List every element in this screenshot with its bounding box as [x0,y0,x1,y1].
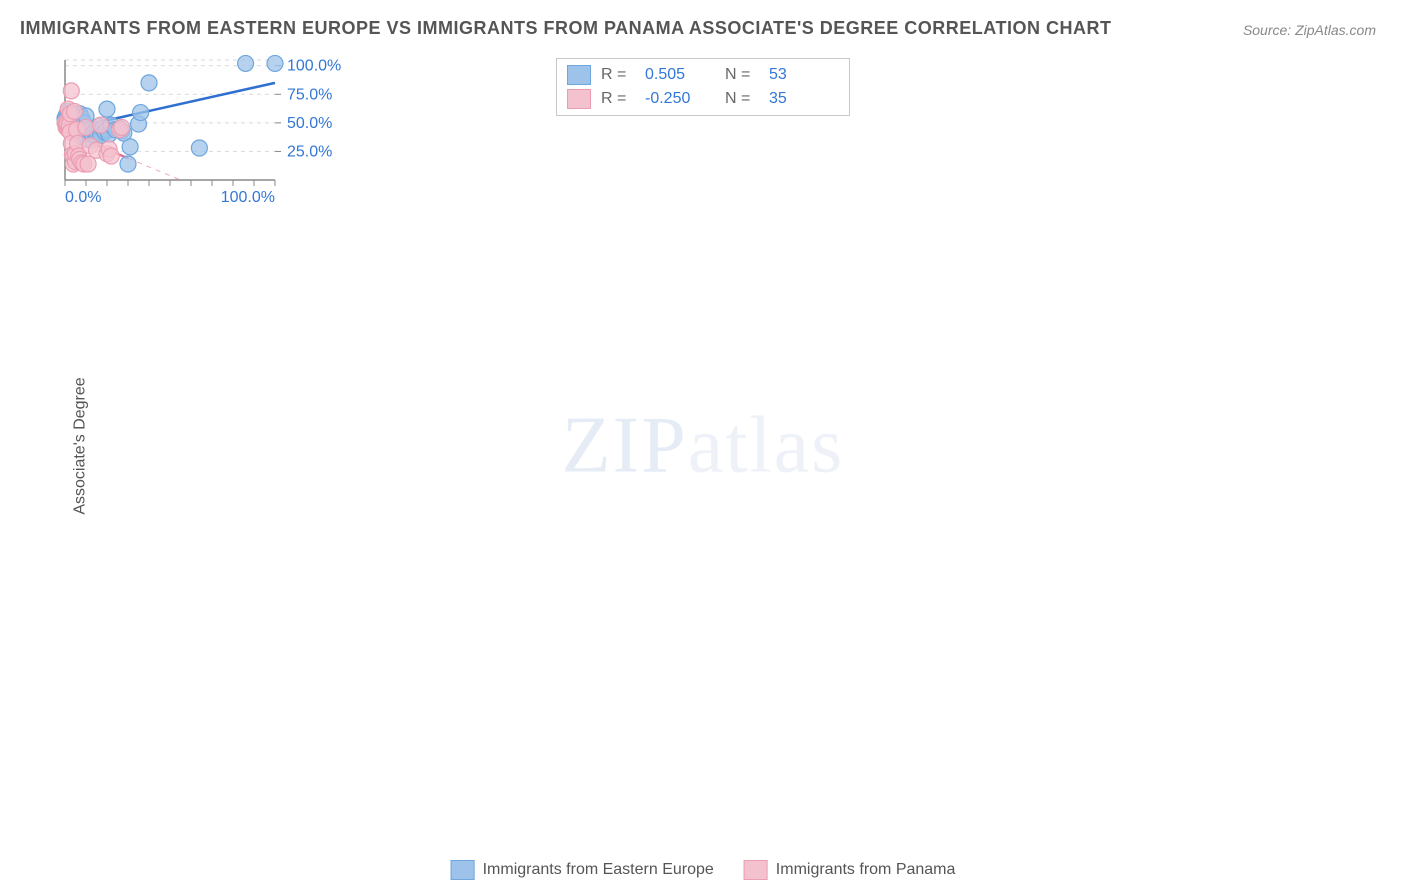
n-value: 35 [769,87,839,111]
legend-swatch-icon [567,65,591,85]
n-value: 53 [769,63,839,87]
n-label: N = [725,63,759,87]
r-value: -0.250 [645,87,715,111]
scatter-chart: 25.0% 50.0% 75.0% 100.0% 0.0% 100.0% [55,55,355,205]
legend-swatch-icon [567,89,591,109]
svg-text:50.0%: 50.0% [287,115,332,132]
r-label: R = [601,87,635,111]
legend-item-0: Immigrants from Eastern Europe [451,860,714,880]
legend-label: Immigrants from Eastern Europe [483,861,714,879]
legend-stats: R = 0.505 N = 53 R = -0.250 N = 35 [556,58,850,116]
svg-text:100.0%: 100.0% [221,189,275,205]
legend-swatch-icon [744,860,768,880]
svg-text:0.0%: 0.0% [65,189,101,205]
r-label: R = [601,63,635,87]
svg-text:75.0%: 75.0% [287,86,332,103]
legend-swatch-icon [451,860,475,880]
source-label: Source: ZipAtlas.com [1243,22,1376,38]
svg-text:25.0%: 25.0% [287,143,332,160]
n-label: N = [725,87,759,111]
legend-label: Immigrants from Panama [776,861,956,879]
svg-text:100.0%: 100.0% [287,58,341,75]
legend-stats-row-1: R = -0.250 N = 35 [567,87,839,111]
legend-stats-row-0: R = 0.505 N = 53 [567,63,839,87]
y-axis-label: Associate's Degree [72,377,90,514]
chart-title: IMMIGRANTS FROM EASTERN EUROPE VS IMMIGR… [20,18,1111,39]
watermark: ZIPatlas [562,401,845,492]
r-value: 0.505 [645,63,715,87]
legend-item-1: Immigrants from Panama [744,860,956,880]
legend-series: Immigrants from Eastern Europe Immigrant… [451,860,956,880]
